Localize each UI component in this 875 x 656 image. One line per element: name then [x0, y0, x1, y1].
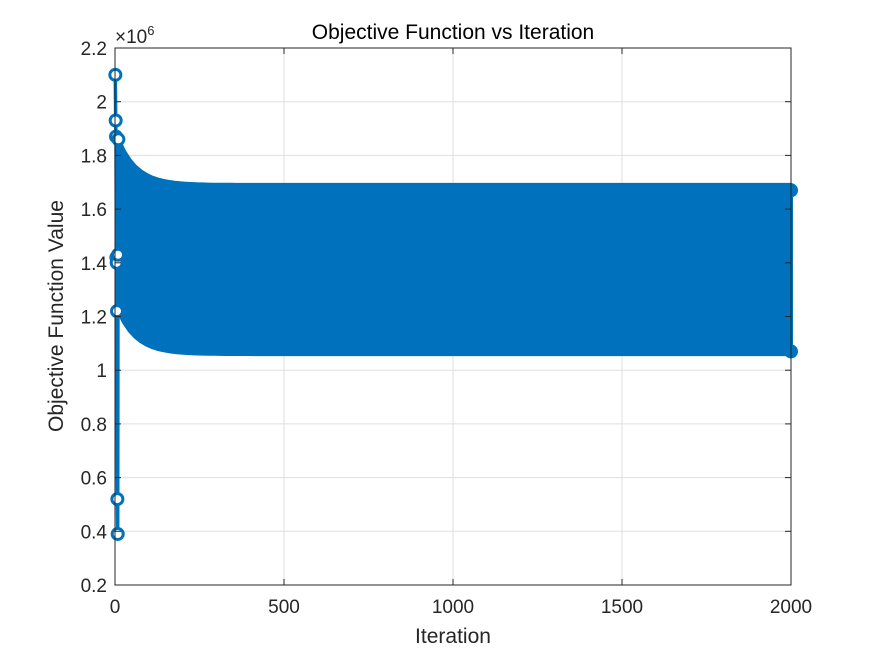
y-tick-label: 0.4 [81, 522, 108, 543]
data-point-marker [110, 304, 125, 319]
data-point-marker [110, 526, 125, 541]
x-axis-title: Iteration [415, 625, 491, 648]
data-point-marker [108, 113, 123, 128]
x-tick-label: 1500 [601, 597, 643, 618]
x-tick-label: 1000 [432, 597, 474, 618]
data-point-marker [111, 247, 126, 262]
y-tick-label: 0.2 [81, 576, 107, 597]
plot-area [108, 47, 798, 586]
x-tick-label: 2000 [770, 597, 812, 618]
chart-title: Objective Function vs Iteration [312, 21, 594, 44]
y-exponent-power: 6 [147, 23, 154, 38]
y-tick-label: 1.4 [81, 254, 108, 275]
y-tick-label: 2 [96, 93, 107, 114]
data-point-marker [110, 492, 125, 507]
y-tick-label: 1.2 [81, 308, 107, 329]
y-tick-label: 2.2 [81, 39, 107, 60]
x-tick-label: 0 [110, 597, 121, 618]
y-tick-label: 1.6 [81, 200, 107, 221]
y-exponent-base: ×10 [115, 27, 147, 48]
series-line [113, 74, 121, 536]
y-tick-label: 1.8 [81, 146, 107, 167]
y-axis-title: Objective Function Value [45, 200, 68, 432]
x-tick-label: 500 [268, 597, 300, 618]
data-point-marker [111, 132, 126, 147]
y-tick-label: 0.6 [81, 469, 107, 490]
ticks [114, 47, 792, 586]
y-exponent-label: ×106 [115, 23, 154, 48]
y-tick-label: 1 [96, 361, 107, 382]
y-tick-label: 0.8 [81, 415, 107, 436]
series-path [113, 74, 121, 536]
